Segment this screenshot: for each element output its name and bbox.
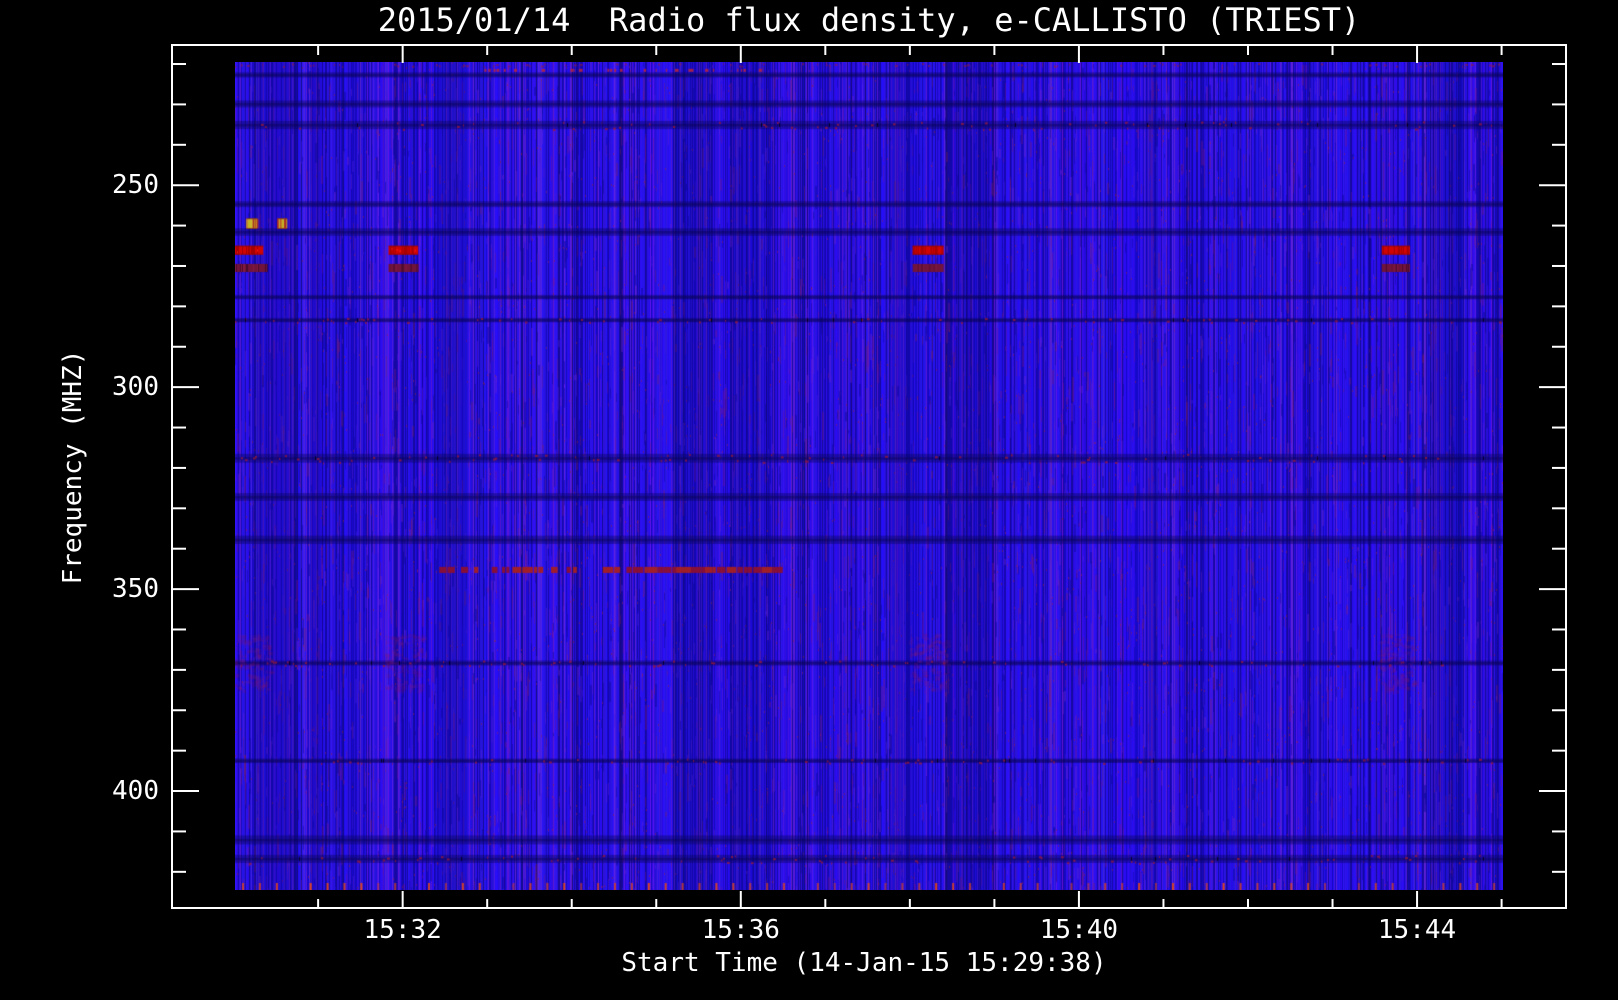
- y-tick-label: 400: [112, 776, 159, 807]
- y-tick-label: 250: [112, 170, 159, 201]
- y-axis-title: Frequency (MHZ): [58, 349, 88, 585]
- x-axis-title: Start Time (14-Jan-15 15:29:38): [621, 948, 1107, 978]
- x-tick-label: 15:40: [1039, 915, 1119, 945]
- y-tick-label: 300: [112, 372, 159, 403]
- y-tick-label: 350: [112, 574, 159, 605]
- x-tick-label: 15:44: [1377, 915, 1457, 945]
- spectrogram-heatmap: [235, 62, 1503, 890]
- x-tick-label: 15:36: [701, 915, 780, 945]
- plot-frame: [171, 44, 1567, 909]
- x-tick-label: 15:32: [363, 915, 442, 945]
- chart-title: 2015/01/14 Radio flux density, e-CALLIST…: [377, 1, 1361, 39]
